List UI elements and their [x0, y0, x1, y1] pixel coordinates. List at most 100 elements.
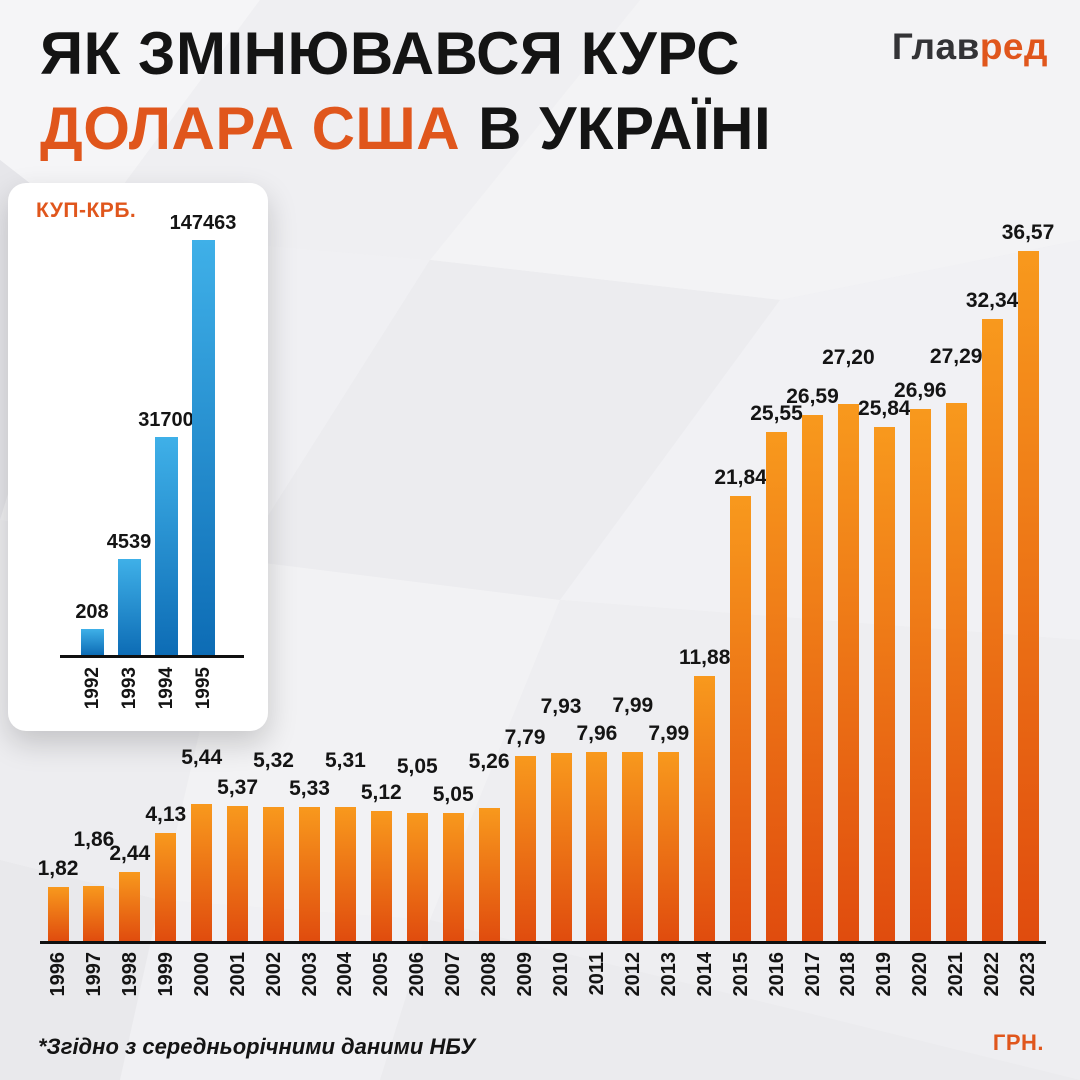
usd-bar-2010 — [550, 753, 572, 941]
usd-bar-1999 — [155, 833, 177, 941]
usd-year-label: 2018 — [837, 952, 860, 997]
usd-bar-2022 — [981, 319, 1003, 941]
title-text-line1: ЯК ЗМІНЮВАВСЯ КУРС — [40, 20, 740, 87]
usd-bar-2004 — [334, 807, 356, 941]
usd-year-label: 2007 — [442, 952, 465, 997]
krb-axis-line — [60, 655, 244, 658]
usd-year-label: 2021 — [945, 952, 968, 997]
krb-inset-card: КУП-КРБ. 208 1992 4539 1993 31700 1994 147463 1… — [8, 183, 268, 731]
usd-value-label: 4,13 — [145, 803, 187, 826]
usd-year-label: 2013 — [657, 952, 680, 997]
usd-value-label: 2,44 — [109, 842, 151, 865]
usd-bar-2021 — [945, 403, 967, 941]
usd-year-label: 2016 — [765, 952, 788, 997]
usd-year-label: 2020 — [909, 952, 932, 997]
usd-value-label: 32,34 — [965, 289, 1019, 312]
usd-value-label: 5,05 — [432, 783, 474, 806]
krb-chart-layer: 208 1992 4539 1993 31700 1994 147463 1995 — [8, 183, 268, 731]
usd-value-label: 1,86 — [73, 828, 115, 851]
usd-year-label: 2006 — [406, 952, 429, 997]
krb-bar-1994 — [154, 437, 178, 655]
usd-bar-2019 — [873, 427, 895, 941]
krb-bar-1995 — [191, 240, 215, 655]
page-title-line2: ДОЛАРА США В УКРАЇНІ — [40, 91, 771, 166]
usd-value-label: 5,31 — [324, 749, 366, 772]
usd-year-label: 2014 — [693, 952, 716, 997]
usd-year-label: 2012 — [621, 952, 644, 997]
usd-value-label: 7,99 — [648, 722, 690, 745]
krb-chart-title: КУП-КРБ. — [36, 199, 137, 222]
usd-bar-2003 — [299, 807, 320, 941]
usd-value-label: 5,12 — [360, 781, 402, 804]
krb-bar-1992 — [80, 629, 104, 655]
usd-value-label: 5,32 — [253, 749, 294, 772]
usd-year-label: 2009 — [514, 952, 536, 997]
usd-year-label: 2019 — [873, 952, 896, 997]
usd-bar-2009 — [514, 756, 536, 941]
usd-year-label: 2001 — [226, 952, 249, 997]
usd-year-label: 2011 — [585, 952, 608, 996]
usd-year-label: 2022 — [981, 952, 1004, 997]
usd-bar-2006 — [406, 813, 428, 941]
usd-value-label: 5,44 — [181, 746, 223, 769]
usd-bar-2023 — [1017, 251, 1039, 941]
usd-value-label: 21,84 — [714, 466, 767, 489]
usd-bar-2000 — [191, 804, 213, 941]
glavred-logo: Главред — [892, 26, 1048, 68]
usd-value-label: 27,20 — [822, 346, 875, 369]
krb-bar-1993 — [117, 559, 141, 655]
usd-value-label: 25,84 — [858, 397, 911, 420]
usd-bar-2020 — [909, 409, 931, 941]
usd-bar-2007 — [442, 813, 464, 941]
usd-value-label: 25,55 — [750, 402, 803, 425]
usd-bar-2001 — [227, 806, 249, 941]
krb-value-label: 4539 — [106, 531, 152, 553]
krb-value-label: 31700 — [138, 409, 194, 431]
usd-value-label: 7,79 — [504, 726, 546, 749]
usd-year-label: 2015 — [729, 952, 752, 997]
usd-value-label: 7,96 — [576, 722, 618, 745]
usd-value-label: 5,37 — [217, 776, 259, 799]
usd-bar-2011 — [586, 752, 608, 941]
usd-bar-2017 — [802, 415, 823, 941]
usd-bar-2013 — [658, 752, 680, 941]
usd-year-label: 2008 — [478, 952, 501, 997]
usd-year-label: 2023 — [1017, 952, 1039, 997]
usd-bar-2005 — [370, 811, 392, 941]
usd-year-label: 1999 — [154, 952, 177, 997]
usd-value-label: 5,05 — [396, 755, 438, 778]
usd-value-label: 26,96 — [894, 379, 947, 402]
usd-year-label: 2003 — [298, 952, 321, 997]
usd-bar-2018 — [837, 404, 859, 941]
usd-bar-2016 — [766, 432, 787, 941]
title-accent-dollar: ДОЛАРА США — [40, 95, 461, 162]
logo-part-dark: Глав — [891, 26, 980, 67]
usd-year-label: 1996 — [47, 952, 69, 997]
usd-bar-1998 — [119, 872, 141, 941]
usd-bar-2008 — [478, 808, 500, 941]
usd-year-label: 1997 — [82, 952, 105, 997]
usd-year-label: 2000 — [190, 952, 213, 997]
page-title: ЯК ЗМІНЮВАВСЯ КУРС ДОЛАРА США В УКРАЇНІ — [40, 16, 771, 166]
usd-bar-2002 — [263, 807, 284, 941]
logo-part-accent: ред — [979, 26, 1048, 67]
usd-value-label: 11,88 — [678, 646, 731, 669]
usd-value-label: 27,29 — [929, 345, 983, 368]
usd-value-label: 7,93 — [540, 695, 582, 718]
page-title-line1: ЯК ЗМІНЮВАВСЯ КУРС — [40, 16, 771, 91]
usd-value-label: 26,59 — [786, 385, 839, 408]
usd-value-label: 36,57 — [1001, 221, 1055, 244]
usd-bar-2015 — [730, 496, 752, 941]
currency-unit-label: ГРН. — [992, 1030, 1044, 1055]
krb-value-label: 147463 — [169, 212, 237, 234]
usd-axis-line — [40, 941, 1046, 944]
usd-value-label: 1,82 — [37, 857, 79, 880]
usd-bar-1996 — [47, 887, 69, 941]
usd-bar-2012 — [622, 752, 644, 941]
usd-year-label: 2017 — [801, 952, 824, 997]
usd-value-label: 5,33 — [289, 777, 330, 800]
title-rest-ukraine: В УКРАЇНІ — [478, 95, 772, 162]
krb-value-label: 208 — [75, 601, 109, 623]
usd-year-label: 2002 — [262, 952, 285, 997]
